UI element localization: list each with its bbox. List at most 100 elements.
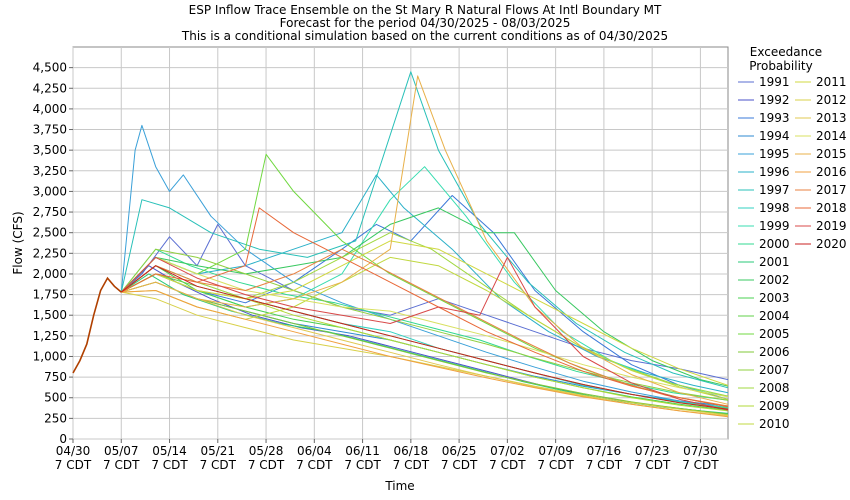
x-tick-sublabel: 7 CDT [103, 458, 140, 472]
grid [72, 47, 728, 440]
series-line-2016 [121, 290, 729, 418]
x-tick-sublabel: 7 CDT [393, 458, 430, 472]
legend-label: 2013 [816, 111, 847, 125]
legend-label: 2014 [816, 129, 847, 143]
x-tick-label: 07/23 [635, 444, 670, 458]
legend-label: 2003 [759, 291, 790, 305]
x-tick-sublabel: 7 CDT [248, 458, 285, 472]
legend-label: 2006 [759, 345, 790, 359]
y-tick-label: 2,250 [33, 246, 67, 260]
legend-label: 2011 [816, 75, 847, 89]
series-line-1997 [120, 71, 729, 389]
series-line-2020 [120, 265, 729, 410]
series-line-2009 [120, 265, 729, 412]
series-line-2015 [121, 75, 729, 405]
series-line-1995 [120, 124, 729, 409]
x-tick-sublabel: 7 CDT [200, 458, 237, 472]
x-tick-sublabel: 7 CDT [537, 458, 574, 472]
series-line-2019 [120, 256, 729, 411]
y-tick-label: 500 [44, 391, 67, 405]
legend-label: 1994 [759, 129, 790, 143]
y-tick-label: 2,000 [33, 267, 67, 281]
legend-label: 2019 [816, 219, 847, 233]
series-line-2018 [121, 207, 729, 408]
x-tick-sublabel: 7 CDT [151, 458, 188, 472]
x-tick-label: 07/30 [683, 444, 718, 458]
x-tick-label: 06/25 [442, 444, 477, 458]
y-tick-label: 3,000 [33, 184, 67, 198]
y-tick-label: 4,250 [33, 81, 67, 95]
x-tick-sublabel: 7 CDT [344, 458, 381, 472]
x-tick-label: 07/09 [538, 444, 573, 458]
x-tick-label: 07/16 [587, 444, 622, 458]
legend: Exceedance Probability 19911992199319941… [738, 45, 847, 431]
legend-label: 2005 [759, 327, 790, 341]
legend-items: 1991 1992 1993 1994 1995 1996 1997 1998 1999 2000… [738, 75, 847, 431]
x-tick-label: 05/14 [152, 444, 187, 458]
chart-title-line-2: Forecast for the period 04/30/2025 - 08/… [280, 16, 571, 30]
y-axis: 0 250 500 750 1,000 1,250 1,500 1,750 2,000 2,250… [33, 61, 73, 446]
x-tick-label: 05/28 [249, 444, 284, 458]
y-tick-label: 4,000 [33, 102, 67, 116]
x-tick-sublabel: 7 CDT [634, 458, 671, 472]
series-line-2006 [121, 281, 729, 415]
x-tick-sublabel: 7 CDT [586, 458, 623, 472]
legend-label: 2012 [816, 93, 847, 107]
y-tick-label: 0 [59, 432, 67, 446]
x-tick-label: 05/07 [104, 444, 139, 458]
legend-label: 1997 [759, 183, 790, 197]
x-tick-label: 06/18 [394, 444, 429, 458]
x-tick-sublabel: 7 CDT [296, 458, 333, 472]
legend-label: 2009 [759, 399, 790, 413]
legend-title-line-1: Exceedance [750, 45, 822, 59]
series-line-2011 [121, 240, 729, 386]
x-tick-label: 06/11 [345, 444, 380, 458]
legend-label: 2017 [816, 183, 847, 197]
x-tick-label: 07/02 [490, 444, 525, 458]
y-tick-label: 1,250 [33, 329, 67, 343]
y-tick-label: 2,500 [33, 226, 67, 240]
x-tick-label: 04/30 [56, 444, 91, 458]
legend-label: 1996 [759, 165, 790, 179]
y-tick-label: 1,750 [33, 288, 67, 302]
legend-label: 1993 [759, 111, 790, 125]
legend-title-line-2: Probability [749, 59, 812, 73]
legend-label: 2016 [816, 165, 847, 179]
series-line-2007 [120, 248, 729, 401]
y-tick-label: 750 [44, 370, 67, 384]
legend-label: 1995 [759, 147, 790, 161]
legend-label: 2007 [759, 363, 790, 377]
legend-label: 1999 [759, 219, 790, 233]
legend-label: 2018 [816, 201, 847, 215]
chart-title: ESP Inflow Trace Ensemble on the St Mary… [181, 3, 668, 43]
chart-title-line-3: This is a conditional simulation based o… [181, 29, 668, 43]
x-axis-title: Time [384, 479, 414, 493]
x-tick-sublabel: 7 CDT [682, 458, 719, 472]
x-tick-label: 06/04 [297, 444, 332, 458]
legend-label: 2002 [759, 273, 790, 287]
legend-label: 2015 [816, 147, 847, 161]
y-tick-label: 3,750 [33, 123, 67, 137]
chart-title-line-1: ESP Inflow Trace Ensemble on the St Mary… [189, 3, 662, 17]
y-tick-label: 3,500 [33, 143, 67, 157]
x-tick-sublabel: 7 CDT [55, 458, 92, 472]
y-tick-label: 4,500 [33, 61, 67, 75]
series-layer [72, 71, 729, 418]
x-tick-sublabel: 7 CDT [441, 458, 478, 472]
legend-label: 2008 [759, 381, 790, 395]
legend-label: 2000 [759, 237, 790, 251]
legend-label: 1998 [759, 201, 790, 215]
legend-label: 2010 [759, 417, 790, 431]
y-axis-title: Flow (CFS) [11, 211, 25, 274]
series-line-2014 [120, 256, 729, 398]
y-tick-label: 2,750 [33, 205, 67, 219]
series-line-2017 [120, 248, 729, 407]
y-tick-label: 250 [44, 411, 67, 425]
y-tick-label: 3,250 [33, 164, 67, 178]
x-tick-label: 05/21 [200, 444, 235, 458]
legend-label: 2020 [816, 237, 847, 251]
y-tick-label: 1,500 [33, 308, 67, 322]
